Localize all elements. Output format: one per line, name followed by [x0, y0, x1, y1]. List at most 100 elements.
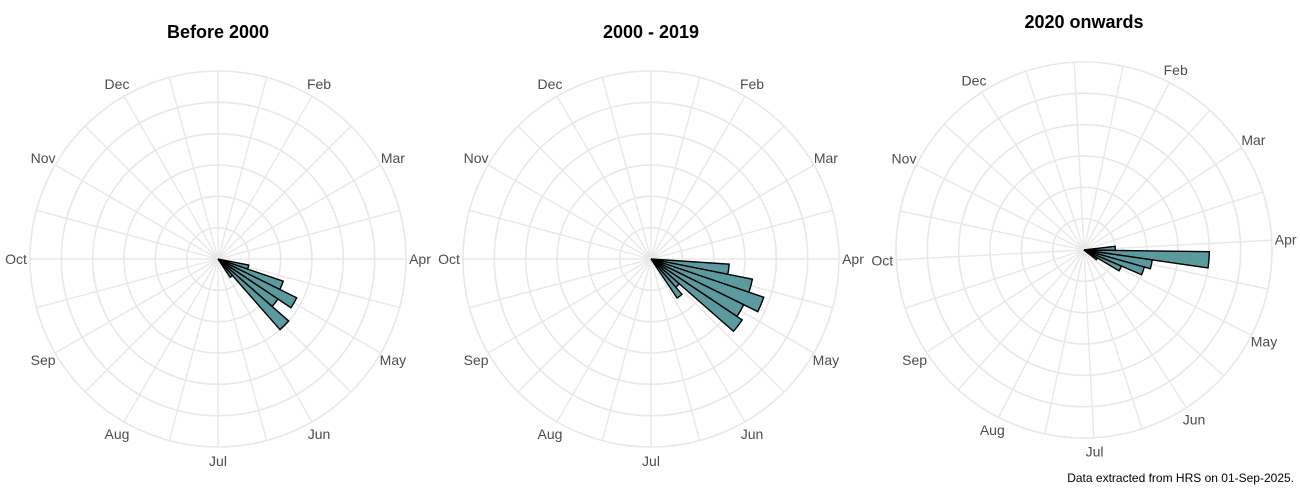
- grid-spoke: [997, 249, 1085, 418]
- grid-spoke: [650, 209, 833, 260]
- month-label-dec: Dec: [538, 76, 563, 92]
- month-label-dec: Dec: [962, 73, 987, 89]
- month-label-sep: Sep: [31, 352, 56, 368]
- grid-spoke: [1083, 109, 1211, 251]
- grid-spoke: [517, 125, 652, 260]
- grid-spoke: [217, 258, 268, 441]
- month-label-jun: Jun: [741, 426, 764, 442]
- rose-wedge: [217, 258, 298, 309]
- rose-wedge: [1083, 249, 1099, 261]
- grid-spoke: [168, 258, 219, 441]
- grid-ring: [1020, 186, 1148, 314]
- grid-spoke: [54, 164, 219, 260]
- month-label-jul: Jul: [642, 453, 660, 469]
- month-label-nov: Nov: [892, 150, 917, 166]
- grid-spoke: [1083, 249, 1225, 377]
- month-label-dec: Dec: [105, 76, 130, 92]
- grid-spoke: [54, 258, 219, 354]
- grid-spoke: [925, 249, 1085, 353]
- grid-spoke: [487, 164, 652, 260]
- month-label-nov: Nov: [31, 150, 56, 166]
- grid-spoke: [168, 77, 219, 260]
- grid-spoke: [650, 77, 701, 260]
- grid-spoke: [904, 249, 1085, 309]
- grid-spoke: [1025, 70, 1085, 251]
- grid-spoke: [650, 258, 701, 441]
- grid-spoke: [123, 95, 219, 260]
- grid-ring: [989, 155, 1179, 345]
- month-label-jul: Jul: [1086, 444, 1104, 460]
- grid-spoke: [650, 164, 815, 260]
- grid-spoke: [556, 258, 652, 423]
- grid-spoke: [601, 258, 652, 441]
- grid-spoke: [123, 258, 219, 423]
- month-label-may: May: [1251, 334, 1277, 350]
- month-label-sep: Sep: [902, 352, 927, 368]
- grid-spoke: [943, 123, 1085, 251]
- month-label-feb: Feb: [740, 76, 764, 92]
- month-label-aug: Aug: [980, 422, 1005, 438]
- data-source-caption: Data extracted from HRS on 01-Sep-2025.: [1067, 471, 1294, 485]
- grid-spoke: [469, 209, 652, 260]
- month-label-aug: Aug: [105, 426, 130, 442]
- grid-spoke: [1073, 62, 1085, 251]
- month-label-nov: Nov: [464, 150, 489, 166]
- grid-spoke: [981, 91, 1085, 251]
- rose-wedge: [650, 258, 683, 300]
- grid-spoke: [217, 164, 382, 260]
- grid-spoke: [84, 258, 219, 393]
- rose-panel-2: Feb Mar Apr May Jun Jul Aug Sep Oct Nov Dec 2000 - …: [438, 22, 864, 469]
- grid-spoke: [36, 209, 219, 260]
- grid-spoke: [957, 249, 1085, 391]
- grid-spoke: [650, 258, 746, 423]
- chart-title: 2000 - 2019: [603, 22, 699, 42]
- grid-spoke: [896, 249, 1085, 261]
- grid-spoke: [217, 209, 400, 260]
- grid-spoke: [1083, 249, 1095, 438]
- month-label-mar: Mar: [1241, 132, 1265, 148]
- month-label-oct: Oct: [871, 253, 893, 269]
- grid-spoke: [1083, 65, 1124, 251]
- month-label-sep: Sep: [464, 352, 489, 368]
- month-label-jul: Jul: [209, 453, 227, 469]
- grid-spoke: [899, 210, 1085, 251]
- month-label-jun: Jun: [308, 426, 331, 442]
- grid-spoke: [650, 95, 746, 260]
- rose-wedge: [217, 258, 234, 279]
- grid-spoke: [1083, 249, 1143, 430]
- grid-spoke: [1083, 191, 1264, 251]
- rose-panel-3: Feb Mar Apr May Jun Jul Aug Sep Oct Nov Dec 2020 on…: [871, 12, 1297, 460]
- grid-spoke: [84, 125, 219, 260]
- grid-spoke: [1083, 82, 1171, 251]
- grid-spoke: [1083, 147, 1243, 251]
- month-label-feb: Feb: [307, 76, 331, 92]
- grid-spoke: [36, 258, 219, 309]
- month-label-apr: Apr: [842, 251, 864, 267]
- chart-title: 2020 onwards: [1024, 12, 1143, 32]
- grid-spoke: [469, 258, 652, 309]
- grid-ring: [926, 92, 1242, 408]
- grid-spoke: [217, 125, 352, 260]
- grid-spoke: [217, 77, 268, 260]
- rose-wedge: [217, 258, 290, 331]
- grid-spoke: [1083, 249, 1187, 409]
- grid-spoke: [916, 163, 1085, 251]
- grid-spoke: [650, 125, 785, 260]
- month-label-mar: Mar: [381, 150, 405, 166]
- month-label-oct: Oct: [438, 251, 460, 267]
- grid-spoke: [556, 95, 652, 260]
- month-label-aug: Aug: [538, 426, 563, 442]
- grid-ring: [895, 61, 1273, 439]
- month-label-apr: Apr: [409, 251, 431, 267]
- chart-title: Before 2000: [167, 22, 269, 42]
- grid-spoke: [217, 258, 313, 423]
- grid-spoke: [217, 95, 313, 260]
- month-label-mar: Mar: [814, 150, 838, 166]
- rose-wedge: [650, 258, 744, 333]
- month-label-apr: Apr: [1275, 231, 1297, 247]
- month-label-feb: Feb: [1164, 62, 1188, 78]
- month-label-may: May: [380, 352, 406, 368]
- grid-spoke: [487, 258, 652, 354]
- grid-spoke: [517, 258, 652, 393]
